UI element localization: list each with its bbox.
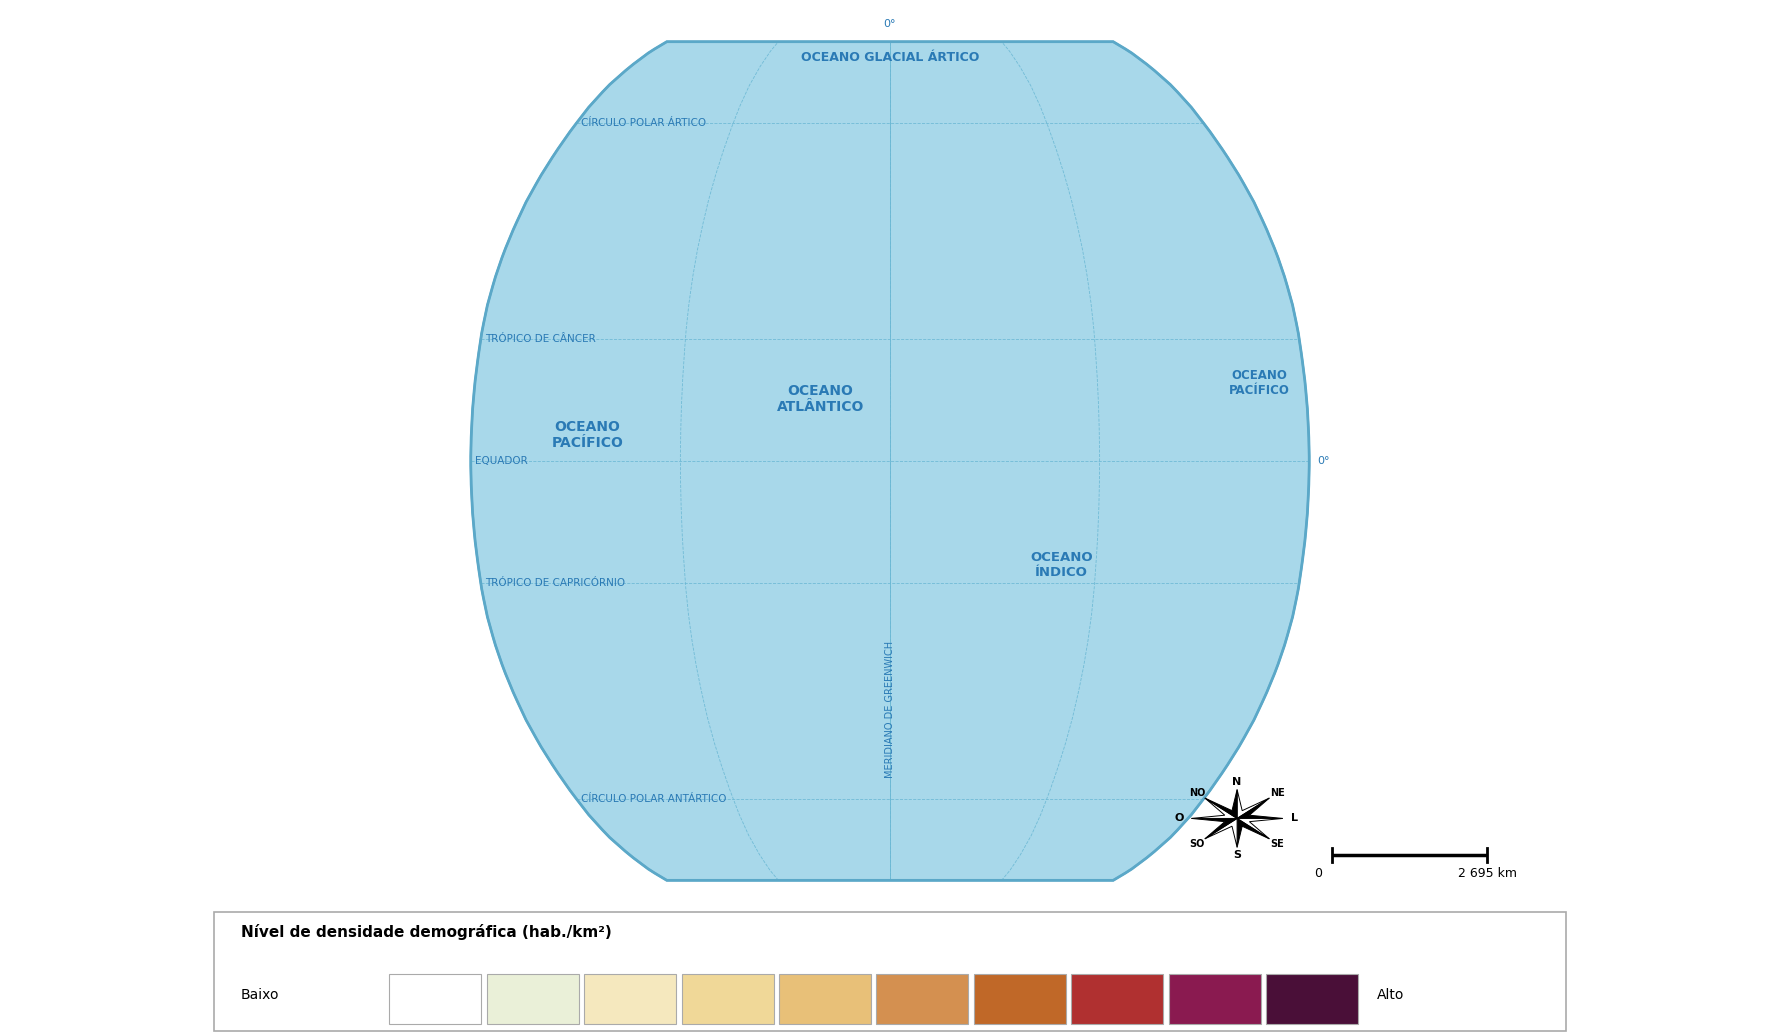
Text: SO: SO — [1189, 839, 1205, 848]
Text: EQUADOR: EQUADOR — [475, 456, 527, 466]
Bar — [682, 974, 774, 1024]
Polygon shape — [1237, 789, 1269, 818]
Text: TRÓPICO DE CAPRICÓRNIO: TRÓPICO DE CAPRICÓRNIO — [484, 578, 625, 588]
Text: TRÓPICO DE CÂNCER: TRÓPICO DE CÂNCER — [484, 334, 596, 344]
Polygon shape — [1237, 818, 1269, 847]
Text: OCEANO
ÍNDICO: OCEANO ÍNDICO — [1031, 551, 1093, 579]
Bar — [584, 974, 676, 1024]
Polygon shape — [1191, 798, 1237, 818]
Text: OCEANO
PACÍFICO: OCEANO PACÍFICO — [1228, 369, 1289, 397]
Text: MERIDIANO DE GREENWICH: MERIDIANO DE GREENWICH — [885, 641, 895, 778]
Text: Alto: Alto — [1378, 988, 1404, 1002]
Bar — [1266, 974, 1358, 1024]
Text: 0°: 0° — [883, 19, 897, 29]
Polygon shape — [1237, 798, 1283, 818]
Text: OCEANO GLACIAL ÁRTICO: OCEANO GLACIAL ÁRTICO — [801, 52, 979, 64]
Text: OCEANO
ATLÂNTICO: OCEANO ATLÂNTICO — [776, 383, 865, 413]
Polygon shape — [1237, 818, 1283, 839]
Bar — [780, 974, 870, 1024]
Text: SE: SE — [1271, 839, 1283, 848]
Polygon shape — [1205, 789, 1237, 818]
Text: CÍRCULO POLAR ÁRTICO: CÍRCULO POLAR ÁRTICO — [580, 118, 707, 127]
Text: Nível de densidade demográfica (hab./km²): Nível de densidade demográfica (hab./km²… — [240, 924, 611, 940]
Bar — [974, 974, 1066, 1024]
Text: 0°: 0° — [1317, 456, 1330, 466]
Text: N: N — [1232, 777, 1242, 787]
Bar — [1072, 974, 1164, 1024]
Text: OCEANO
PACÍFICO: OCEANO PACÍFICO — [552, 420, 623, 450]
FancyBboxPatch shape — [214, 912, 1566, 1031]
Text: NE: NE — [1269, 788, 1285, 798]
Bar — [488, 974, 578, 1024]
PathPatch shape — [470, 41, 1310, 881]
Text: S: S — [1234, 850, 1241, 860]
Text: 2 695 km: 2 695 km — [1458, 867, 1517, 881]
Bar — [876, 974, 968, 1024]
Polygon shape — [1205, 818, 1237, 847]
Polygon shape — [1191, 818, 1237, 839]
Text: L: L — [1292, 813, 1298, 824]
Text: CÍRCULO POLAR ANTÁRTICO: CÍRCULO POLAR ANTÁRTICO — [580, 795, 726, 804]
Bar — [1169, 974, 1260, 1024]
Text: 0: 0 — [1314, 867, 1323, 881]
Text: O: O — [1175, 813, 1184, 824]
Text: NO: NO — [1189, 788, 1205, 798]
Bar — [390, 974, 481, 1024]
Text: Baixo: Baixo — [240, 988, 279, 1002]
